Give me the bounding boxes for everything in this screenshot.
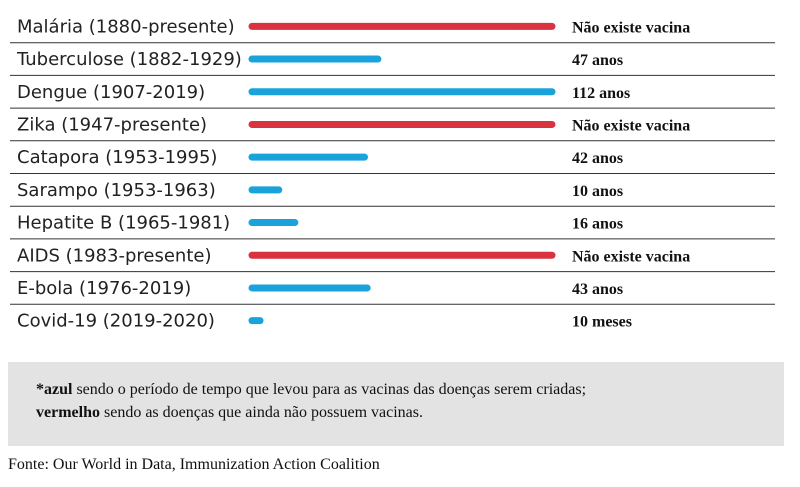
row-label: Hepatite B (1965-1981) — [17, 213, 230, 234]
row-label: Malária (1880-presente) — [17, 16, 235, 37]
value-label: 10 anos — [572, 183, 623, 200]
value-label: Não existe vacina — [572, 248, 690, 265]
row-label: Dengue (1907-2019) — [17, 82, 205, 103]
value-label: 112 anos — [572, 85, 630, 102]
row-label: Zika (1947-presente) — [17, 114, 207, 135]
value-label: Não existe vacina — [572, 117, 690, 134]
value-label: 42 anos — [572, 150, 623, 167]
row-label: Covid-19 (2019-2020) — [17, 311, 215, 332]
source-caption: Fonte: Our World in Data, Immunization A… — [8, 456, 380, 473]
value-label: 10 meses — [572, 314, 632, 331]
row-label: Tuberculose (1882-1929) — [16, 49, 242, 70]
legend-note: *azul sendo o período de tempo que levou… — [8, 362, 784, 446]
legend-note-blue-line: *azul sendo o período de tempo que levou… — [36, 378, 768, 401]
value-label: 47 anos — [572, 52, 623, 69]
row-label: Sarampo (1953-1963) — [17, 180, 216, 201]
legend-blue-marker: *azul — [36, 381, 73, 398]
value-label: 43 anos — [572, 281, 623, 298]
legend-red-marker: vermelho — [36, 404, 100, 421]
vaccine-development-chart: Malária (1880-presente) Não existe vacina… — [10, 16, 775, 332]
legend-blue-text: sendo o período de tempo que levou para … — [72, 381, 587, 398]
legend-note-red-line: vermelho sendo as doenças que ainda não … — [36, 401, 768, 424]
legend-red-text: sendo as doenças que ainda não possuem v… — [99, 404, 423, 421]
value-label: Não existe vacina — [572, 19, 690, 36]
value-label: 16 anos — [572, 216, 623, 233]
row-label: Catapora (1953-1995) — [17, 147, 217, 168]
row-label: AIDS (1983-presente) — [17, 245, 211, 266]
row-label: E-bola (1976-2019) — [17, 278, 191, 299]
